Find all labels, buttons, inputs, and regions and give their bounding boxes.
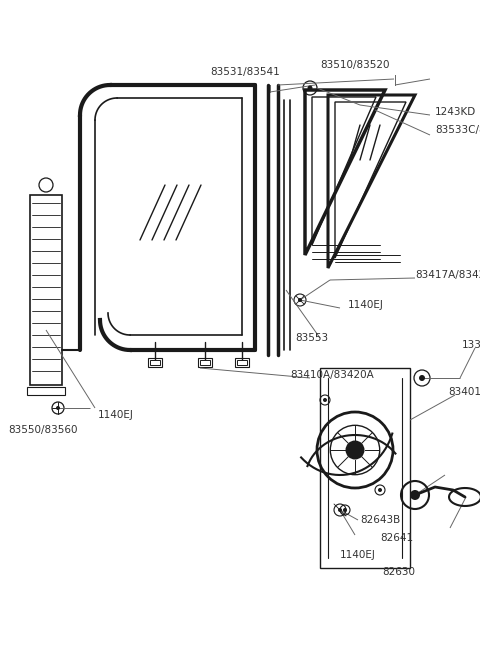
Text: 83417A/83427A: 83417A/83427A	[415, 270, 480, 280]
Circle shape	[343, 508, 347, 512]
Bar	[148, 358, 162, 367]
Text: 83410A/83420A: 83410A/83420A	[290, 370, 374, 380]
Text: 1339CC: 1339CC	[462, 340, 480, 350]
Text: 82641: 82641	[380, 533, 413, 543]
Bar	[200, 360, 210, 365]
Circle shape	[308, 85, 312, 91]
Text: 83401/83402: 83401/83402	[448, 387, 480, 397]
Text: 1140EJ: 1140EJ	[98, 410, 134, 420]
Circle shape	[56, 406, 60, 410]
Text: 83510/83520: 83510/83520	[320, 60, 389, 70]
Text: 82643B: 82643B	[360, 515, 400, 525]
Circle shape	[419, 375, 425, 381]
Text: 1243KD: 1243KD	[435, 107, 476, 117]
Circle shape	[378, 488, 382, 492]
Bar	[27, 387, 65, 395]
Text: 1140EJ: 1140EJ	[348, 300, 384, 310]
Circle shape	[346, 440, 364, 459]
Text: 83550/83560: 83550/83560	[8, 425, 77, 435]
Bar	[320, 368, 410, 568]
Text: 82630: 82630	[382, 567, 415, 577]
Text: 83533C/83543: 83533C/83543	[435, 125, 480, 135]
Circle shape	[410, 490, 420, 500]
Bar	[237, 360, 247, 365]
Text: 1140EJ: 1140EJ	[340, 550, 376, 560]
Text: 83553: 83553	[295, 333, 328, 343]
Circle shape	[323, 398, 327, 402]
Circle shape	[298, 298, 302, 302]
Text: 83531/83541: 83531/83541	[210, 67, 280, 77]
Bar	[30, 195, 62, 385]
Bar	[150, 360, 160, 365]
Bar	[235, 358, 249, 367]
Bar	[198, 358, 212, 367]
Circle shape	[338, 508, 342, 512]
